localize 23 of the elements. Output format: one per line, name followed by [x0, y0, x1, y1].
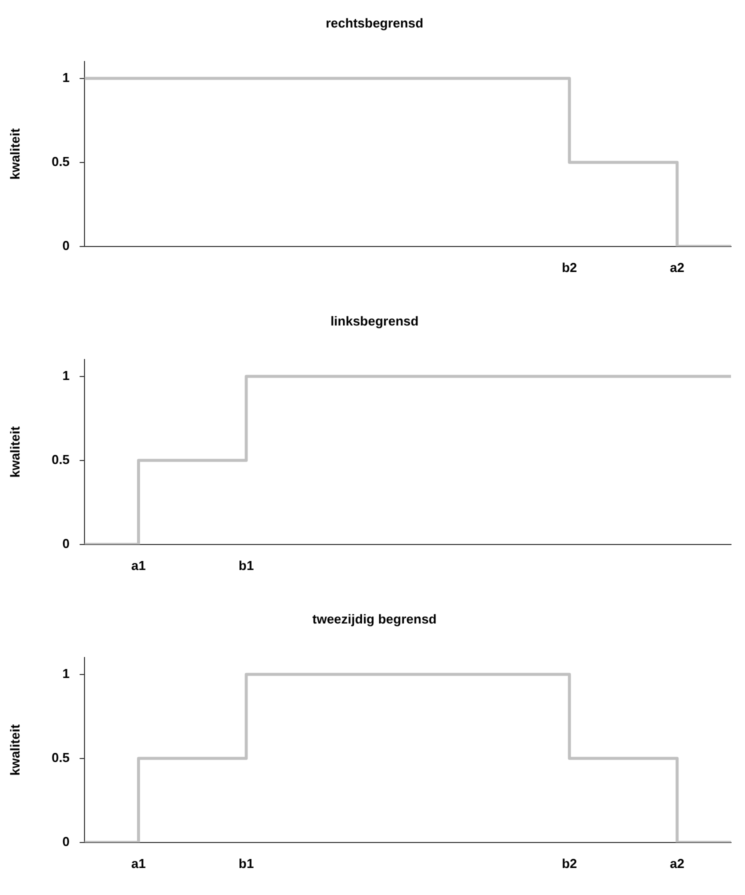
y-axis-title: kwaliteit	[7, 128, 22, 180]
x-tick-label: b2	[562, 856, 578, 871]
x-tick-label: a1	[131, 558, 146, 573]
chart-title: tweezijdig begrensd	[312, 611, 437, 626]
y-tick-label: 1	[62, 368, 70, 383]
x-tick-label: b2	[562, 260, 578, 275]
x-tick-label: a1	[131, 856, 146, 871]
y-tick-label: 0	[62, 238, 70, 253]
x-tick-label: b1	[238, 856, 254, 871]
y-axis-title: kwaliteit	[7, 426, 22, 478]
x-tick-label: a2	[670, 856, 684, 871]
y-tick-label: 0.5	[52, 750, 70, 765]
y-tick-label: 0	[62, 834, 70, 849]
y-tick-label: 0.5	[52, 154, 70, 169]
y-tick-label: 1	[62, 70, 70, 85]
x-tick-label: a2	[670, 260, 684, 275]
y-axis-title: kwaliteit	[7, 724, 22, 776]
chart-title: rechtsbegrensd	[326, 15, 424, 30]
y-tick-label: 1	[62, 666, 70, 681]
y-tick-label: 0.5	[52, 452, 70, 467]
y-tick-label: 0	[62, 536, 70, 551]
x-tick-label: b1	[238, 558, 254, 573]
chart-title: linksbegrensd	[330, 313, 419, 328]
